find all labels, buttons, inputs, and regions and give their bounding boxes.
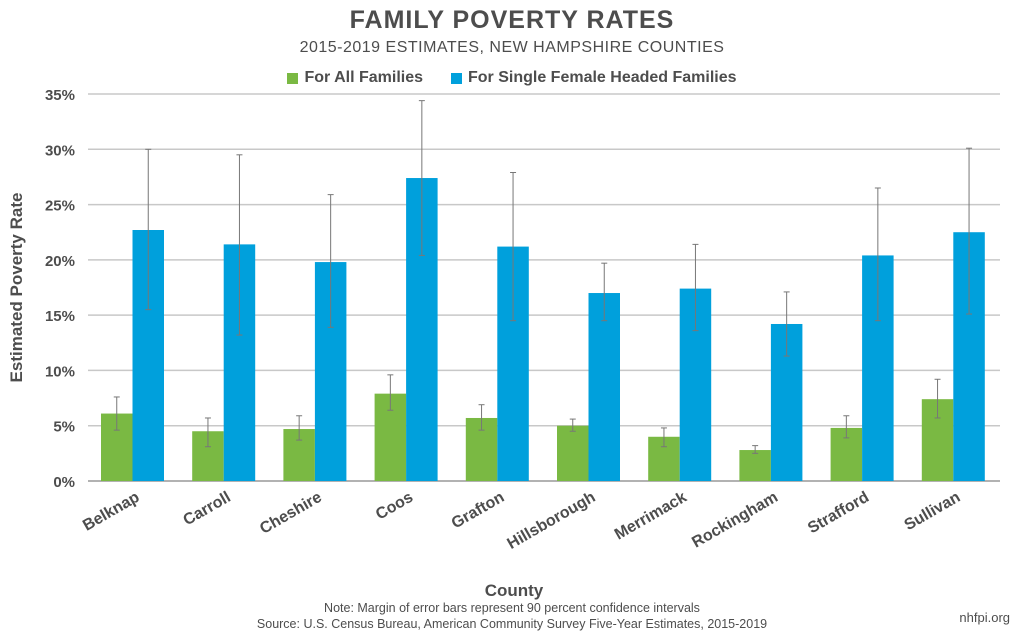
x-tick-label: Belknap: [80, 489, 143, 535]
x-tick-label: Merrimack: [612, 489, 690, 544]
y-tick-label: 35%: [45, 87, 75, 104]
y-tick-label: 10%: [45, 363, 75, 380]
x-tick-label: Hillsborough: [505, 489, 599, 553]
y-tick-label: 15%: [45, 308, 75, 325]
x-tick-label: Sullivan: [902, 489, 964, 534]
x-tick-label: Strafford: [805, 489, 872, 538]
legend: For All Families For Single Female Heade…: [0, 69, 1024, 87]
x-tick-label: Rockingham: [689, 489, 781, 552]
y-tick-label: 20%: [45, 253, 75, 270]
x-axis-label: County: [485, 581, 544, 600]
x-tick-label: Cheshire: [257, 489, 325, 538]
legend-item-single-female: For Single Female Headed Families: [451, 69, 737, 87]
bar-single-female-hillsborough: [588, 293, 620, 481]
y-tick-label: 5%: [53, 419, 75, 436]
chart-title: FAMILY POVERTY RATES: [349, 6, 675, 34]
legend-item-all-families: For All Families: [287, 69, 423, 87]
site-label: nhfpi.org: [959, 610, 1010, 625]
y-tick-label: 0%: [53, 474, 75, 491]
y-tick-label: 30%: [45, 142, 75, 159]
chart-subtitle: 2015-2019 ESTIMATES, NEW HAMPSHIRE COUNT…: [299, 39, 725, 56]
legend-swatch-blue: [451, 72, 462, 84]
bar-all-families-hillsborough: [557, 425, 589, 481]
bar-all-families-rockingham: [739, 450, 771, 481]
y-tick-label: 25%: [45, 198, 75, 215]
x-tick-label: Coos: [373, 489, 416, 524]
source-text: Source: U.S. Census Bureau, American Com…: [256, 617, 768, 631]
x-tick-label: Carroll: [181, 489, 234, 530]
x-tick-label: Grafton: [449, 489, 508, 533]
legend-swatch-green: [287, 72, 299, 84]
note-text: Note: Margin of error bars represent 90 …: [324, 601, 700, 615]
footer-note: Note: Margin of error bars represent 90 …: [0, 600, 1024, 632]
legend-label: For Single Female Headed Families: [468, 69, 737, 86]
y-axis-label: Estimated Poverty Rate: [7, 193, 26, 383]
legend-label: For All Families: [304, 69, 423, 86]
